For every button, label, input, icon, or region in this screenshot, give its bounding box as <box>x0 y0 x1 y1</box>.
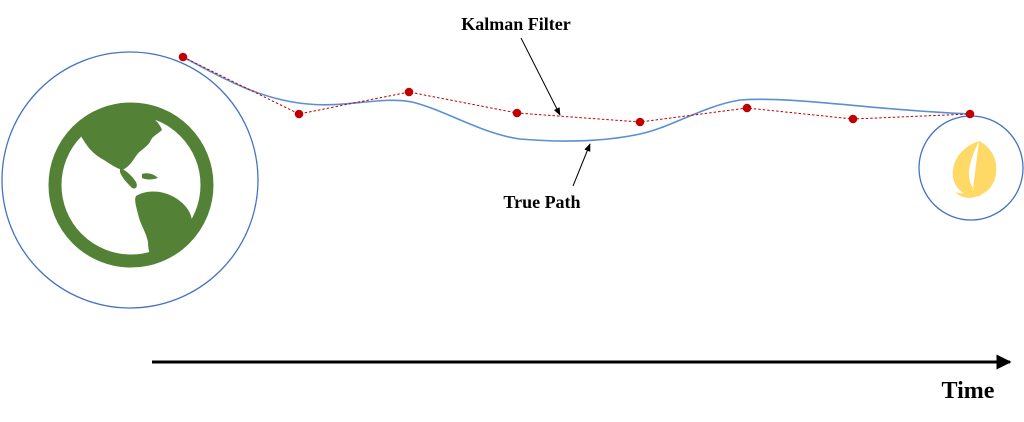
kalman-point <box>512 108 522 118</box>
true-path-curve <box>182 56 971 142</box>
true-path-pointer-arrow <box>572 143 591 187</box>
earth-icon <box>48 102 214 268</box>
earth-orbit-circle <box>1 51 259 309</box>
kalman-filter-pointer-arrow <box>520 37 561 116</box>
kalman-filter-label: Kalman Filter <box>461 14 570 34</box>
kalman-point <box>848 114 858 124</box>
time-axis-label: Time <box>942 378 995 404</box>
kalman-point <box>404 87 414 97</box>
true-path-label: True Path <box>503 192 580 212</box>
kalman-point <box>965 109 975 119</box>
kalman-point <box>294 109 304 119</box>
moon-orbit-circle <box>918 115 1024 221</box>
kalman-point <box>178 52 188 62</box>
kalman-filter-estimate-line <box>182 56 971 123</box>
kalman-point <box>635 117 645 127</box>
kalman-filter-points <box>178 52 975 127</box>
kalman-point <box>742 103 752 113</box>
